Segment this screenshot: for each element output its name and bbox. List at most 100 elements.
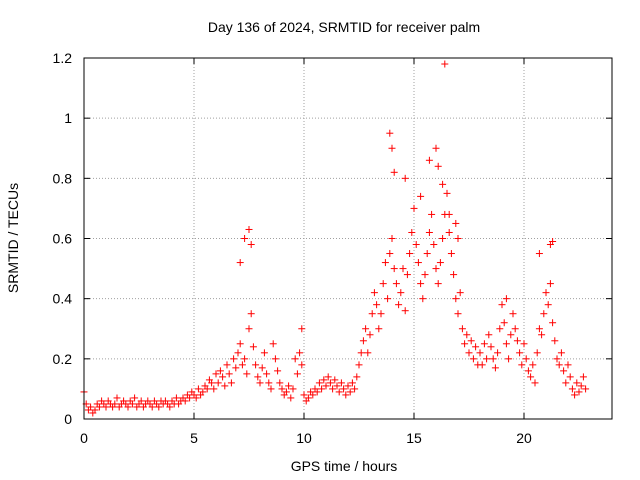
data-point bbox=[439, 235, 447, 242]
data-point bbox=[410, 204, 418, 212]
data-point bbox=[282, 388, 290, 396]
data-point bbox=[454, 235, 462, 242]
data-point bbox=[502, 295, 510, 303]
data-point bbox=[463, 331, 471, 339]
data-point bbox=[467, 337, 475, 345]
data-point bbox=[472, 343, 480, 351]
data-point bbox=[247, 241, 255, 249]
data-point bbox=[496, 325, 504, 333]
data-point bbox=[513, 337, 521, 345]
data-point bbox=[417, 192, 425, 200]
data-point bbox=[546, 280, 554, 288]
data-point bbox=[148, 403, 156, 411]
chart-title: Day 136 of 2024, SRMTID for receiver pal… bbox=[208, 19, 480, 35]
data-point bbox=[263, 370, 271, 378]
data-point bbox=[509, 310, 517, 318]
data-point bbox=[579, 373, 587, 381]
data-point bbox=[549, 319, 557, 327]
data-point bbox=[225, 370, 233, 378]
data-point bbox=[386, 250, 394, 258]
data-point bbox=[454, 310, 462, 318]
data-point bbox=[249, 343, 257, 351]
y-tick-label: 0.6 bbox=[53, 231, 73, 247]
data-point bbox=[498, 301, 506, 309]
data-point bbox=[553, 355, 561, 363]
data-point bbox=[542, 289, 550, 297]
data-point bbox=[124, 403, 132, 411]
data-point bbox=[436, 259, 444, 267]
data-point bbox=[102, 403, 110, 411]
data-point bbox=[337, 379, 345, 387]
grid-lines bbox=[84, 58, 612, 419]
y-tick-label: 0.4 bbox=[53, 291, 73, 307]
data-point bbox=[403, 271, 411, 279]
data-point bbox=[522, 355, 530, 363]
data-point bbox=[384, 295, 392, 303]
y-axis-label: SRMTID / TECUs bbox=[5, 183, 21, 293]
data-point bbox=[300, 391, 308, 399]
data-point bbox=[430, 241, 438, 249]
data-point bbox=[216, 367, 224, 375]
data-point bbox=[423, 250, 431, 258]
data-point bbox=[447, 250, 455, 258]
data-point bbox=[577, 382, 585, 390]
data-point bbox=[236, 340, 244, 348]
data-point bbox=[234, 349, 242, 357]
data-point bbox=[456, 289, 464, 297]
data-point bbox=[256, 379, 264, 387]
data-point bbox=[445, 228, 453, 236]
data-point bbox=[549, 238, 557, 246]
data-point bbox=[351, 385, 359, 393]
data-point bbox=[370, 289, 378, 297]
data-point bbox=[194, 385, 202, 393]
data-point bbox=[480, 340, 488, 348]
data-point bbox=[208, 379, 216, 387]
data-point bbox=[359, 337, 367, 345]
data-points bbox=[80, 60, 590, 417]
data-point bbox=[342, 391, 350, 399]
data-point bbox=[131, 394, 139, 402]
data-point bbox=[568, 385, 576, 393]
data-point bbox=[518, 361, 526, 369]
data-point bbox=[421, 271, 429, 279]
data-point bbox=[395, 301, 403, 309]
data-point bbox=[364, 349, 372, 357]
data-point bbox=[247, 310, 255, 318]
data-point bbox=[238, 361, 246, 369]
data-point bbox=[551, 337, 559, 345]
data-point bbox=[366, 331, 374, 339]
data-point bbox=[381, 259, 389, 267]
data-point bbox=[527, 373, 535, 381]
x-axis-label: GPS time / hours bbox=[291, 458, 398, 474]
data-point bbox=[254, 373, 262, 381]
data-point bbox=[452, 219, 460, 227]
data-point bbox=[388, 144, 396, 152]
data-point bbox=[298, 325, 306, 333]
data-point bbox=[166, 403, 174, 411]
data-point bbox=[414, 259, 422, 267]
data-point bbox=[252, 361, 260, 369]
x-tick-label: 0 bbox=[80, 430, 88, 446]
data-point bbox=[465, 349, 473, 357]
data-point bbox=[368, 310, 376, 318]
data-point bbox=[212, 370, 220, 378]
data-point bbox=[535, 250, 543, 258]
data-point bbox=[353, 373, 361, 381]
data-point bbox=[137, 397, 145, 405]
data-point bbox=[241, 235, 249, 242]
data-point bbox=[221, 382, 229, 390]
data-point bbox=[443, 189, 451, 197]
data-point bbox=[401, 174, 409, 182]
data-point bbox=[329, 385, 337, 393]
data-point bbox=[483, 355, 491, 363]
data-point bbox=[362, 325, 370, 333]
data-point bbox=[377, 310, 385, 318]
data-point bbox=[91, 406, 99, 414]
data-point bbox=[434, 162, 442, 170]
data-point bbox=[95, 403, 103, 411]
data-point bbox=[241, 355, 249, 363]
data-point bbox=[379, 280, 387, 288]
data-point bbox=[271, 355, 279, 363]
x-tick-label: 5 bbox=[190, 430, 198, 446]
